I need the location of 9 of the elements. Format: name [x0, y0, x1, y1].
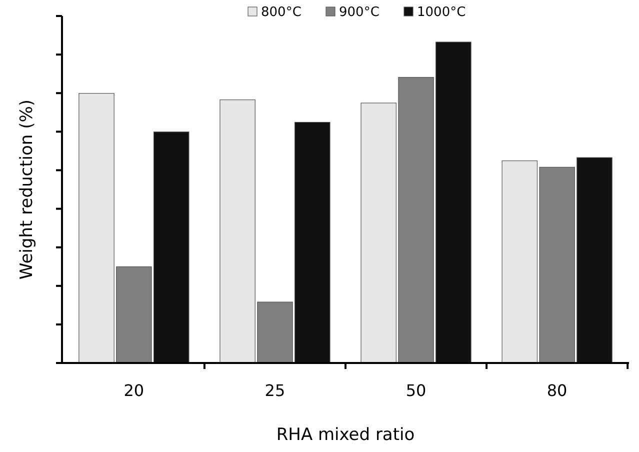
- x-tick-label: 20: [124, 381, 144, 400]
- x-axis-title: RHA mixed ratio: [276, 425, 415, 445]
- legend-label: 800°C: [261, 5, 302, 20]
- legend-label: 1000°C: [417, 5, 466, 20]
- x-tick-label: 80: [546, 381, 568, 400]
- x-tick-label: 50: [406, 381, 426, 400]
- x-tick-label: 25: [264, 381, 286, 400]
- legend-label: 900°C: [339, 5, 380, 20]
- y-axis-title: Weight reduction (%): [17, 99, 37, 280]
